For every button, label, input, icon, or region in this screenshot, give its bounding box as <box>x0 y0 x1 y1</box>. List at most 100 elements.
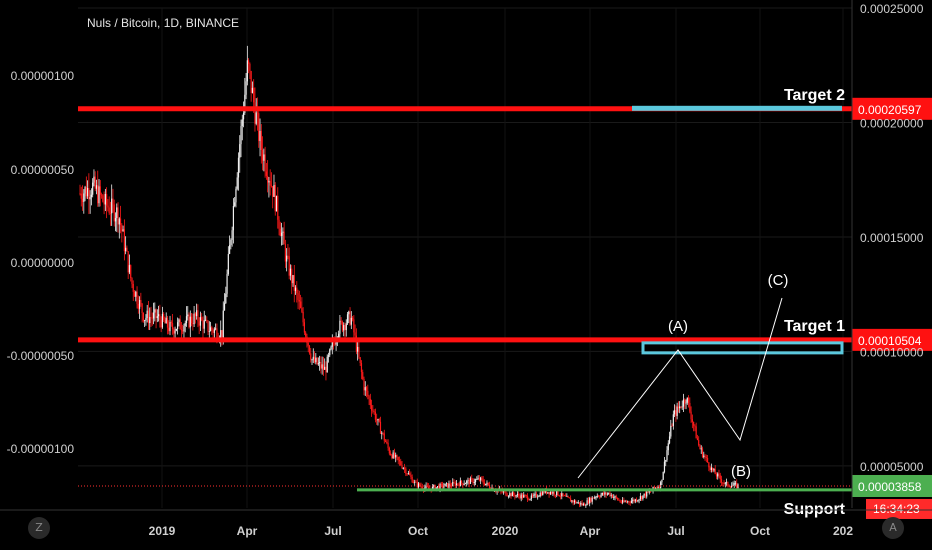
chart-title: Nuls / Bitcoin, 1D, BINANCE <box>87 16 239 30</box>
x-axis-tick: Apr <box>580 524 601 538</box>
x-axis-tick: Jul <box>324 524 341 538</box>
candle-body <box>694 425 696 427</box>
candle-body <box>672 414 674 426</box>
candle-body <box>674 410 676 415</box>
candle-body <box>258 113 260 142</box>
candle-body <box>275 195 278 212</box>
candle-body <box>190 316 193 323</box>
candle-body <box>464 483 467 485</box>
candle-body <box>358 346 360 358</box>
candle-body <box>495 491 497 492</box>
candle-body <box>514 494 516 497</box>
candle-body <box>144 320 146 321</box>
candle-body <box>280 232 283 236</box>
candle-body <box>605 492 607 495</box>
target-1-label: Target 1 <box>784 318 845 335</box>
candle-body <box>268 180 270 183</box>
candle-body <box>734 482 737 484</box>
candle-body <box>278 219 280 229</box>
candle-body <box>599 496 601 498</box>
candle-body <box>344 325 346 331</box>
candle-body <box>632 499 634 502</box>
candle-body <box>633 499 635 502</box>
candle-body <box>163 313 165 320</box>
candle-body <box>398 460 401 462</box>
candle-body <box>391 455 393 459</box>
candle-body <box>187 314 189 317</box>
candle-body <box>99 186 101 195</box>
candle-body <box>476 479 478 481</box>
candle-body <box>420 485 422 487</box>
candle-body <box>725 481 728 483</box>
candle-body <box>625 501 628 503</box>
candle-body <box>184 322 186 326</box>
candle-body <box>601 492 603 495</box>
candle-body <box>520 494 522 499</box>
candle-body <box>666 450 668 461</box>
candle-body <box>624 501 626 503</box>
candle-body <box>378 418 380 422</box>
candle-body <box>736 482 738 488</box>
candle-body <box>585 505 587 506</box>
candle-body <box>516 494 518 496</box>
candle-body <box>623 500 625 502</box>
log-scale-button[interactable]: Z <box>28 517 50 539</box>
candle-body <box>648 491 650 493</box>
candle-body <box>528 499 530 501</box>
candle-body <box>260 130 262 150</box>
candle-body <box>576 502 578 504</box>
target-2-price: 0.00020597 <box>858 103 922 117</box>
candle-body <box>241 119 243 127</box>
candle-body <box>693 421 695 426</box>
candle-body <box>719 475 721 480</box>
candle-body <box>88 187 90 200</box>
candle-body <box>483 482 486 485</box>
candle-body <box>360 363 363 373</box>
candle-body <box>284 244 286 262</box>
candle-body <box>553 491 555 495</box>
candle-body <box>384 440 387 443</box>
right-axis-tick: 0.00010000 <box>860 345 924 359</box>
candle-body <box>89 196 91 200</box>
candle-body <box>220 330 222 339</box>
candle-body <box>142 312 144 321</box>
candle-body <box>713 469 715 471</box>
candle-body <box>521 494 524 498</box>
candle-body <box>539 492 541 497</box>
candle-body <box>474 479 477 483</box>
auto-scale-button[interactable]: A <box>882 517 904 539</box>
candle-body <box>269 180 271 186</box>
candle-body <box>132 283 134 292</box>
candle-body <box>159 314 161 321</box>
candle-body <box>256 112 259 114</box>
candle-body <box>208 330 210 332</box>
candle-body <box>277 195 279 220</box>
candle-body <box>343 325 345 331</box>
candle-body <box>359 357 361 364</box>
candle-body <box>113 204 115 222</box>
candle-body <box>667 443 669 451</box>
candle-body <box>459 480 461 487</box>
candle-body <box>405 468 407 474</box>
candle-body <box>409 473 411 476</box>
candle-body <box>566 496 568 497</box>
candle-body <box>676 406 678 416</box>
candle-body <box>537 496 539 498</box>
candle-body <box>486 482 488 484</box>
candle-body <box>591 497 593 502</box>
candle-body <box>150 317 152 318</box>
candle-body <box>267 175 269 183</box>
candle-body <box>126 247 128 252</box>
candle-body <box>714 469 716 475</box>
candle-body <box>202 320 204 329</box>
candle-body <box>229 244 231 254</box>
candle-body <box>411 476 413 483</box>
target-2-zone <box>632 105 842 111</box>
left-axis-tick: 0.00000100 <box>11 69 75 83</box>
candle-body <box>393 452 396 458</box>
candle-body <box>85 187 87 197</box>
candle-body <box>160 320 162 328</box>
candle-body <box>188 314 190 328</box>
candle-body <box>577 502 579 504</box>
